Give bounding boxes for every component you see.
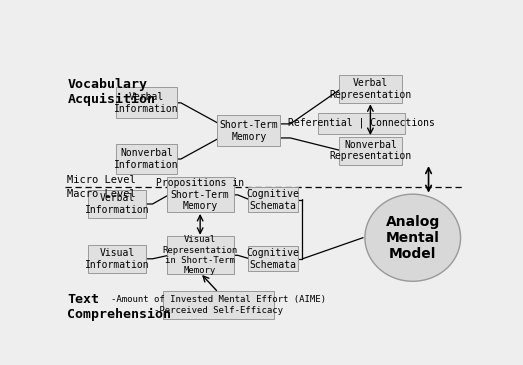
FancyBboxPatch shape <box>167 236 234 274</box>
FancyBboxPatch shape <box>248 187 299 212</box>
FancyBboxPatch shape <box>339 75 402 103</box>
Text: Verbal
Information: Verbal Information <box>114 92 179 114</box>
Text: Short-Term
Memory: Short-Term Memory <box>220 120 278 142</box>
Text: Macro Level: Macro Level <box>67 189 136 199</box>
Text: Verbal
Representation: Verbal Representation <box>329 78 412 100</box>
Text: Visual
Information: Visual Information <box>85 248 150 270</box>
FancyBboxPatch shape <box>88 190 146 218</box>
FancyBboxPatch shape <box>163 291 274 319</box>
Text: Visual
Representation
in Short-Term
Memory: Visual Representation in Short-Term Memo… <box>163 235 238 275</box>
Text: Cognitive
Schemata: Cognitive Schemata <box>247 189 300 211</box>
FancyBboxPatch shape <box>167 177 234 212</box>
Text: Vocabulary
Acquisition: Vocabulary Acquisition <box>67 77 155 105</box>
Text: -Amount of Invested Mental Effort (AIME)
-Perceived Self-Efficacy: -Amount of Invested Mental Effort (AIME)… <box>111 296 326 315</box>
Text: Analog
Mental
Model: Analog Mental Model <box>385 215 440 261</box>
Text: Text
Comprehension: Text Comprehension <box>67 292 172 320</box>
FancyBboxPatch shape <box>218 115 280 146</box>
Text: Referential | Connections: Referential | Connections <box>288 118 435 128</box>
Text: Nonverbal
Information: Nonverbal Information <box>114 148 179 170</box>
FancyBboxPatch shape <box>318 113 405 134</box>
FancyBboxPatch shape <box>339 137 402 165</box>
FancyBboxPatch shape <box>116 143 177 174</box>
Text: Verbal
Information: Verbal Information <box>85 193 150 215</box>
FancyBboxPatch shape <box>88 245 146 273</box>
Text: Propositions in
Short-Term
Memory: Propositions in Short-Term Memory <box>156 178 244 211</box>
FancyBboxPatch shape <box>116 87 177 118</box>
Text: Nonverbal
Representation: Nonverbal Representation <box>329 140 412 161</box>
Text: Cognitive
Schemata: Cognitive Schemata <box>247 248 300 270</box>
FancyBboxPatch shape <box>248 246 299 272</box>
Ellipse shape <box>365 194 461 281</box>
Text: Micro Level: Micro Level <box>67 175 136 185</box>
